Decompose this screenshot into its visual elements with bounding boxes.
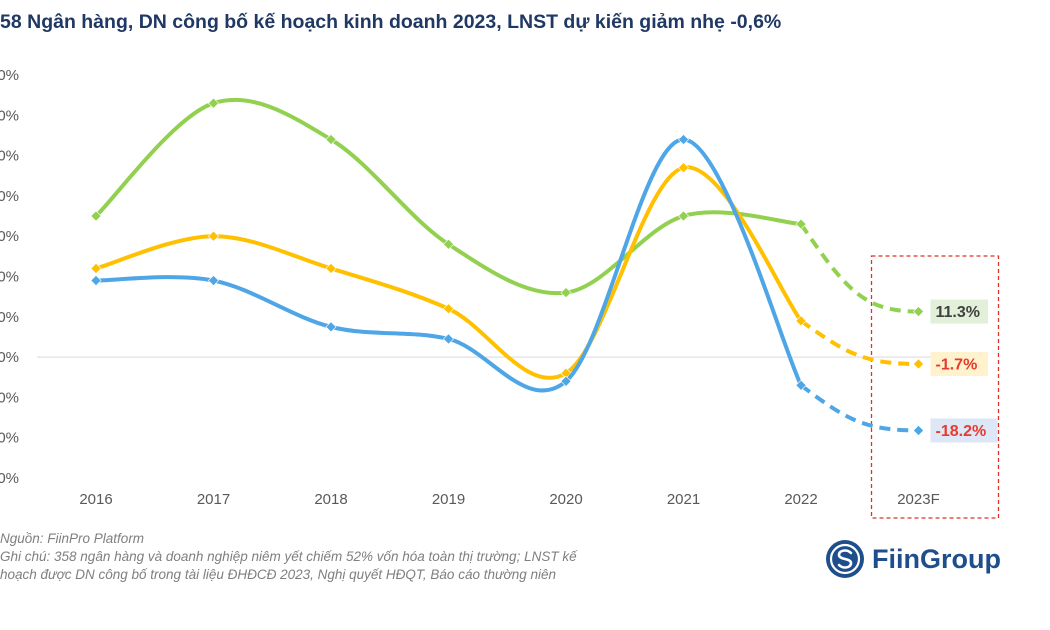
data-label-layer: 11.3% -1.7% -18.2%: [930, 299, 998, 443]
logo-text: FiinGroup: [872, 543, 1001, 574]
data-point: [677, 133, 690, 145]
y-tick-label: 0%: [0, 188, 19, 205]
x-tick-label: 2017: [197, 491, 230, 508]
data-point: [560, 375, 572, 387]
forecast-highlight-box: [870, 255, 1000, 519]
fiingroup-logo-icon: [826, 540, 864, 578]
source-note: Nguồn: FiinPro Platform: [0, 531, 145, 546]
data-point: [325, 133, 337, 145]
chart-title: 58 Ngân hàng, DN công bố kế hoạch kinh d…: [0, 11, 782, 33]
y-tick-label: 0%: [0, 309, 19, 326]
note-line-2: hoạch được DN công bố trong tài liệu ĐHĐ…: [0, 567, 556, 582]
data-point: [442, 238, 455, 250]
x-tick-label: 2018: [314, 491, 347, 508]
forecast-line: [799, 383, 919, 433]
x-tick-label: 2019: [432, 491, 465, 508]
footnote: Nguồn: FiinPro Platform Ghi chú: 358 ngâ…: [0, 530, 700, 584]
data-point: [795, 218, 807, 230]
data-point: [912, 358, 925, 370]
x-tick-label: 2021: [667, 491, 700, 508]
data-point: [677, 162, 690, 174]
series-line: [94, 137, 803, 393]
series-line: [94, 165, 803, 380]
data-point: [677, 210, 690, 222]
y-tick-label: 0%: [0, 107, 19, 124]
y-tick-label: 0%: [0, 470, 19, 487]
data-label: 11.3%: [936, 304, 980, 321]
data-label-background: [930, 351, 988, 376]
y-tick-label: 0%: [0, 148, 19, 165]
data-point: [795, 379, 807, 391]
data-point: [90, 262, 102, 274]
data-point: [325, 321, 337, 333]
data-point: [442, 333, 455, 345]
data-point: [207, 275, 220, 287]
data-label: -1.7%: [936, 356, 978, 373]
y-tick-label: 0%: [0, 349, 19, 366]
forecast-line: [799, 222, 919, 314]
x-tick-label: 2020: [549, 491, 582, 508]
data-point: [442, 303, 455, 315]
series-layer: [90, 97, 925, 436]
data-point: [90, 210, 102, 222]
data-point: [90, 275, 102, 287]
x-tick-label: 2016: [79, 491, 112, 508]
y-axis: 0% 0% 0% 0% 0% 0% 0% 0% 0% 0% 0%: [0, 67, 19, 487]
note-line-1: Ghi chú: 358 ngân hàng và doanh nghiệp n…: [0, 549, 577, 564]
x-axis: 2016 2017 2018 2019 2020 2021 2022 2023F: [79, 491, 939, 508]
data-point: [912, 306, 925, 318]
data-point: [560, 367, 572, 379]
data-label-background: [930, 418, 998, 443]
y-tick-label: 0%: [0, 430, 19, 447]
forecast-line: [799, 319, 919, 366]
data-point: [912, 424, 925, 436]
data-point: [207, 230, 220, 242]
data-point: [207, 97, 220, 109]
line-chart: 0%0%0%0%0%0%0%0%0%0%0% 2016 2017 2018 2019 2…: [0, 67, 1000, 519]
data-point: [325, 262, 337, 274]
data-label-background: [930, 299, 988, 324]
data-point: [795, 315, 807, 327]
x-tick-label: 2022: [784, 491, 817, 508]
data-point: [560, 287, 572, 299]
data-label: -18.2%: [936, 423, 987, 440]
y-tick-label: 0%: [0, 389, 19, 406]
y-tick-label: 0%: [0, 228, 19, 245]
brand-logo: FiinGroup: [826, 539, 1001, 579]
y-tick-label: 0%: [0, 269, 19, 286]
y-tick-label: 0%: [0, 67, 19, 84]
series-line: [94, 97, 803, 296]
x-tick-label: 2023F: [897, 491, 940, 508]
